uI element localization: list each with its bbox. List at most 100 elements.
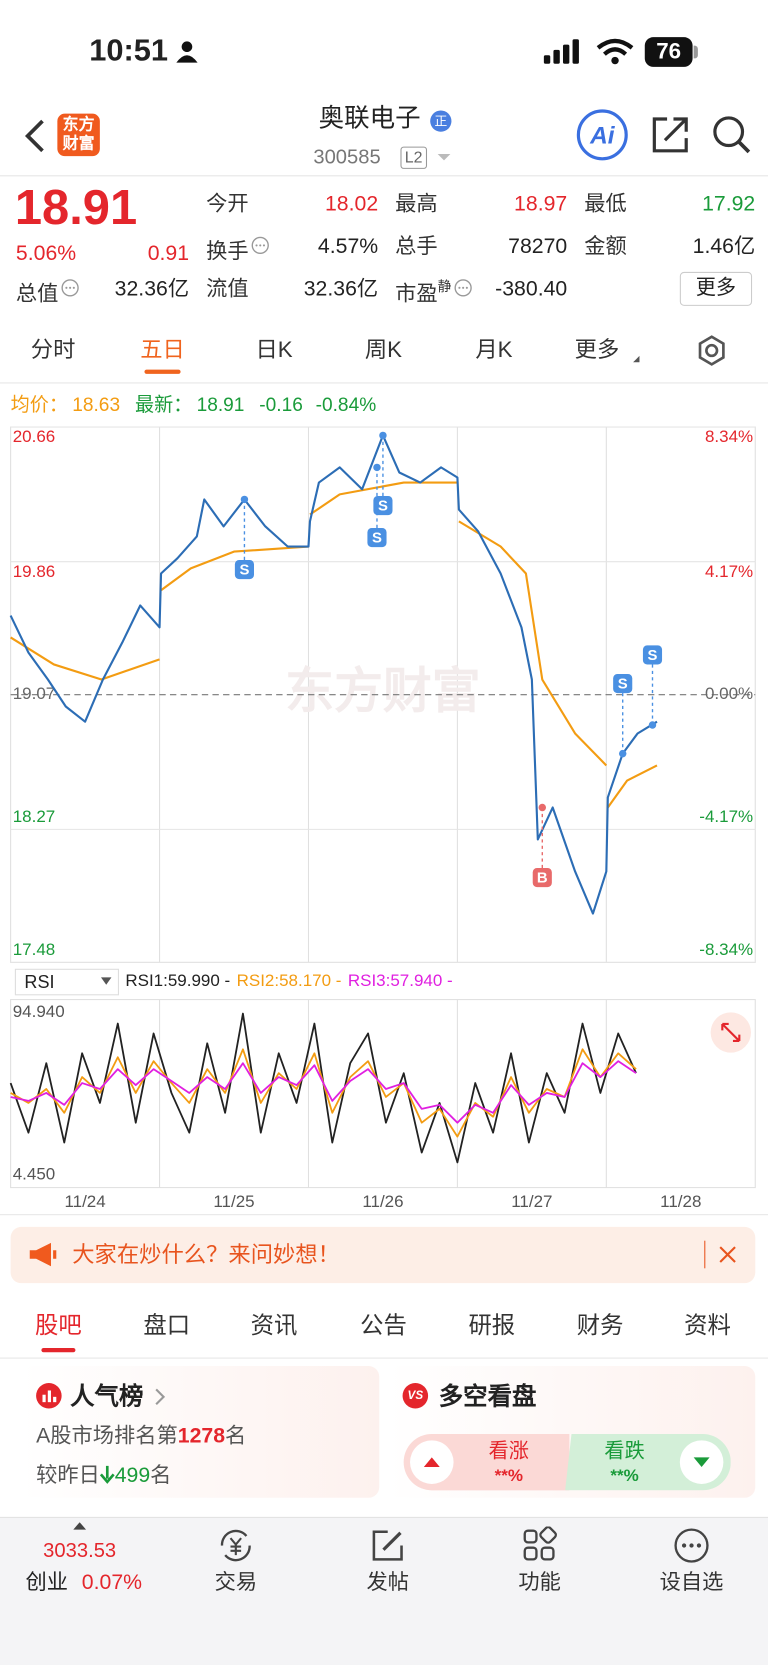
back-button[interactable]	[21, 118, 46, 154]
tab[interactable]: 周K	[364, 337, 403, 363]
field-label-text: 最高	[395, 192, 438, 216]
info-dot	[65, 286, 68, 289]
change-prefix: 较昨日	[36, 1463, 100, 1488]
sentiment-title: 多空看盘	[438, 1381, 537, 1410]
bear-icon	[679, 1440, 724, 1484]
divider	[0, 175, 768, 177]
popularity-title: 人气榜	[70, 1381, 144, 1410]
rank-prefix: A股市场排名第	[36, 1424, 178, 1448]
legend-entry: RSI2:58.170 -	[236, 971, 342, 991]
change-pct: 5.06%	[15, 242, 77, 266]
y-tick-label: 19.07	[13, 684, 56, 703]
field-label: 市盈静	[395, 278, 473, 305]
info-icon[interactable]	[61, 278, 80, 297]
field-value: 78270	[508, 234, 568, 259]
wifi-icon	[596, 38, 634, 65]
banner[interactable]	[10, 1226, 756, 1284]
field-label-text: 总手	[395, 234, 438, 259]
megaphone-icon	[29, 1242, 57, 1267]
dropdown-arrow	[100, 977, 112, 985]
x-tick-label: 11/27	[511, 1192, 552, 1211]
legend-value: 18.63	[72, 394, 121, 416]
trade-icon	[220, 1529, 251, 1562]
vs-icon: VS	[402, 1383, 429, 1409]
y-tick-label: 94.940	[13, 1002, 65, 1021]
series-line	[10, 481, 658, 809]
info-dot	[458, 286, 461, 289]
series-line	[10, 1060, 637, 1124]
rank-glyph	[42, 1390, 57, 1403]
info-icon[interactable]	[251, 236, 270, 255]
field-label-text: 总值	[15, 282, 59, 306]
tab[interactable]: 日K	[255, 337, 293, 363]
legend-name: 均价：	[10, 394, 68, 416]
nav-label[interactable]: 功能	[518, 1571, 561, 1595]
ai-button[interactable]: Ai	[576, 109, 628, 161]
y2-tick-label: 8.34%	[705, 427, 753, 446]
field-value: 4.57%	[317, 234, 379, 259]
tab[interactable]: 五日	[140, 337, 185, 363]
settings-button[interactable]	[695, 334, 729, 368]
expand-icon	[721, 1022, 741, 1043]
marker-dot	[538, 803, 547, 812]
battery-tip	[693, 45, 698, 59]
search-button[interactable]	[712, 115, 752, 155]
y2-tick-label: 0.00%	[705, 684, 753, 703]
index-change: 0.07%	[81, 1571, 143, 1595]
field-label-text: 流值	[206, 277, 249, 301]
nav-label[interactable]: 发帖	[366, 1571, 409, 1595]
change-suffix: 名	[150, 1463, 172, 1488]
marker-dot	[240, 495, 249, 504]
close-button[interactable]	[718, 1245, 737, 1264]
marker-badge	[613, 673, 633, 694]
divider	[0, 1357, 768, 1359]
share-button[interactable]	[650, 115, 690, 155]
app-logo: 东方 财富	[57, 113, 100, 157]
index-value[interactable]: 3033.53	[43, 1540, 117, 1563]
field-value: 17.92	[702, 192, 756, 216]
more-button[interactable]: 更多	[679, 271, 753, 306]
legend-change-pct: -0.84%	[315, 394, 377, 416]
marker-dot	[648, 721, 657, 729]
popularity-card[interactable]	[21, 1366, 380, 1498]
section-tab[interactable]: 公告	[360, 1311, 407, 1339]
banner-separator	[704, 1240, 706, 1269]
tab[interactable]: 分时	[30, 337, 76, 363]
marker-label: S	[618, 677, 628, 693]
section-tab[interactable]: 财务	[576, 1311, 624, 1339]
indicator-select[interactable]: RSI	[14, 968, 119, 996]
section-indicator	[41, 1347, 76, 1353]
stock-name: 奥联电子	[318, 104, 421, 133]
section-tab[interactable]: 资讯	[250, 1311, 298, 1339]
field-label-text: 最低	[584, 192, 627, 216]
y-tick-label: 4.450	[13, 1164, 56, 1183]
field-label: 今开	[206, 193, 248, 214]
banner-text: 大家在炒什么？来问妙想！	[72, 1242, 340, 1268]
info-dot	[262, 244, 266, 247]
info-dot	[255, 244, 258, 247]
tab[interactable]: 月K	[475, 337, 513, 363]
y-tick-label: 17.48	[13, 940, 56, 959]
expand-button[interactable]	[710, 1012, 752, 1053]
marker-dot	[373, 463, 381, 472]
rank: 1278	[177, 1424, 226, 1448]
level-badge: L2	[400, 146, 427, 169]
index-arrow	[73, 1522, 87, 1530]
up-triangle	[423, 1457, 440, 1467]
tab[interactable]: 更多	[574, 337, 620, 363]
section-tab[interactable]: 股吧	[35, 1311, 82, 1339]
marker-label: S	[239, 563, 249, 579]
rank-change-line: 较昨日 499名	[36, 1465, 171, 1486]
section-tab[interactable]: 资料	[684, 1311, 731, 1339]
info-icon[interactable]	[454, 278, 473, 297]
section-tab[interactable]: 研报	[468, 1311, 516, 1339]
section-tab[interactable]: 盘口	[143, 1311, 191, 1339]
field-label: 金额	[584, 236, 626, 257]
field-label: 最高	[395, 193, 437, 214]
field-value: 18.97	[514, 192, 568, 216]
info-dot	[69, 286, 72, 289]
nav-label[interactable]: 交易	[214, 1571, 258, 1595]
nav-label[interactable]: 设自选	[659, 1571, 724, 1595]
info-dot	[462, 286, 465, 289]
